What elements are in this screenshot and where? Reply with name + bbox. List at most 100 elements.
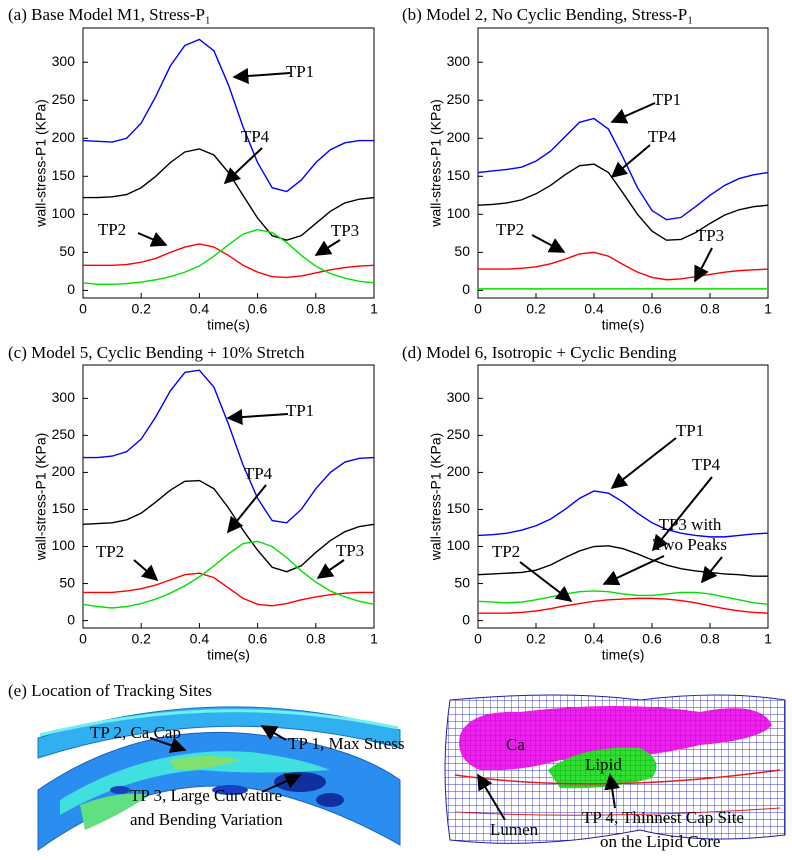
series-line xyxy=(82,228,375,286)
chart-title: (b) Model 2, No Cyclic Bending, Stress-P… xyxy=(402,5,693,24)
x-tick-label: 0.6 xyxy=(642,631,662,647)
series-line xyxy=(477,545,768,577)
annotation-arrow xyxy=(694,247,713,283)
y-tick-label: 50 xyxy=(454,243,470,259)
y-axis-label: wall-stress-P1 (KPa) xyxy=(33,99,49,228)
annotation: TP4 xyxy=(692,455,721,474)
image-label: TP 4, Thinnest Cap Site xyxy=(582,808,744,827)
x-tick-label: 0.8 xyxy=(700,301,720,317)
panel-title: (e) Location of Tracking Sites xyxy=(8,681,212,700)
x-tick-label: 0 xyxy=(79,631,87,647)
annotation-arrow xyxy=(314,239,341,256)
series-line xyxy=(82,38,374,193)
y-tick-label: 50 xyxy=(454,574,470,590)
y-tick-label: 0 xyxy=(67,611,75,627)
chart-title: (a) Base Model M1, Stress-P₁ xyxy=(8,5,211,24)
label-arrow xyxy=(260,725,287,741)
annotation: TP3 xyxy=(696,226,724,245)
image-label: TP 3, Large Curvature xyxy=(130,786,282,805)
mesh-model-image xyxy=(444,694,786,844)
chart-title: (c) Model 5, Cyclic Bending + 10% Stretc… xyxy=(8,343,305,362)
label-arrow xyxy=(477,773,506,821)
y-tick-label: 150 xyxy=(52,500,76,516)
x-tick-label: 0.4 xyxy=(190,631,210,647)
x-tick-label: 0.8 xyxy=(700,631,720,647)
annotation-arrow xyxy=(519,561,573,602)
annotation: TP2 xyxy=(96,542,124,561)
chart-panel: (a) Base Model M1, Stress-P₁ 0 50 100 150 200… xyxy=(8,5,378,333)
y-tick-label: 300 xyxy=(52,389,76,405)
x-tick-label: 1 xyxy=(370,631,378,647)
annotation: TP1 xyxy=(676,421,704,440)
plot-frame xyxy=(82,364,375,629)
image-label: Lipid xyxy=(585,755,622,774)
y-tick-label: 0 xyxy=(462,281,470,297)
annotation: TP4 xyxy=(241,127,270,146)
x-axis-label: time(s) xyxy=(207,317,250,333)
series-line xyxy=(477,163,769,241)
x-tick-label: 0.2 xyxy=(131,631,151,647)
x-tick-label: 0.2 xyxy=(131,301,151,317)
series-line xyxy=(477,590,769,605)
image-label: Lumen xyxy=(490,820,539,839)
image-label: TP 1, Max Stress xyxy=(288,734,405,753)
y-tick-label: 100 xyxy=(52,537,76,553)
y-tick-label: 200 xyxy=(52,463,76,479)
chart-panel: (c) Model 5, Cyclic Bending + 10% Stretc… xyxy=(8,343,378,663)
annotation: TP2 xyxy=(492,542,520,561)
annotation-arrow xyxy=(223,147,263,185)
annotation: TP2 xyxy=(496,220,524,239)
x-tick-label: 1 xyxy=(764,631,772,647)
annotation-arrow xyxy=(133,559,159,582)
label-arrow xyxy=(604,773,621,809)
x-tick-label: 0.2 xyxy=(526,631,546,647)
x-tick-label: 0.8 xyxy=(306,301,326,317)
label-arrow xyxy=(261,773,302,793)
chart-panel: (b) Model 2, No Cyclic Bending, Stress-P… xyxy=(402,5,772,333)
y-tick-label: 250 xyxy=(447,91,471,107)
y-tick-label: 150 xyxy=(52,167,76,183)
y-axis-label: wall-stress-P1 (KPa) xyxy=(428,433,444,562)
x-tick-label: 0.6 xyxy=(642,301,662,317)
label-arrow xyxy=(149,737,187,753)
annotation: TP1 xyxy=(653,90,681,109)
x-tick-label: 0 xyxy=(474,301,482,317)
stress-map-image xyxy=(37,706,401,851)
x-tick-label: 0.4 xyxy=(190,301,210,317)
y-axis-label: wall-stress-P1 (KPa) xyxy=(33,433,49,562)
x-axis-label: time(s) xyxy=(207,647,250,663)
annotation: TP3 with xyxy=(659,515,722,534)
series-line xyxy=(477,117,769,221)
annotation-arrow xyxy=(316,559,345,579)
annotation-arrow xyxy=(137,231,168,247)
series-line xyxy=(82,540,375,609)
annotation: Two Peaks xyxy=(653,535,727,554)
y-tick-label: 100 xyxy=(52,205,76,221)
y-tick-label: 150 xyxy=(447,167,471,183)
annotation-arrow xyxy=(701,556,723,584)
series-line xyxy=(82,479,375,573)
y-tick-label: 100 xyxy=(447,537,471,553)
image-label: and Bending Variation xyxy=(130,810,283,829)
x-tick-label: 1 xyxy=(370,301,378,317)
y-tick-label: 0 xyxy=(67,281,75,297)
y-tick-label: 50 xyxy=(59,243,75,259)
annotation-arrow xyxy=(651,476,713,552)
series-line xyxy=(83,572,374,607)
image-label: on the Lipid Core xyxy=(600,832,720,851)
y-tick-label: 300 xyxy=(52,53,76,69)
x-tick-label: 0.8 xyxy=(306,631,326,647)
x-tick-label: 0.6 xyxy=(248,301,268,317)
annotation-arrow xyxy=(232,67,291,84)
plot-frame xyxy=(82,27,375,299)
annotation: TP3 xyxy=(336,541,364,560)
x-tick-label: 0.2 xyxy=(526,301,546,317)
series-line xyxy=(83,369,375,524)
x-tick-label: 1 xyxy=(764,301,772,317)
y-tick-label: 250 xyxy=(52,426,76,442)
plot-frame xyxy=(477,27,769,299)
y-tick-label: 200 xyxy=(52,129,76,145)
image-label: Ca xyxy=(506,735,525,754)
x-axis-label: time(s) xyxy=(602,317,645,333)
